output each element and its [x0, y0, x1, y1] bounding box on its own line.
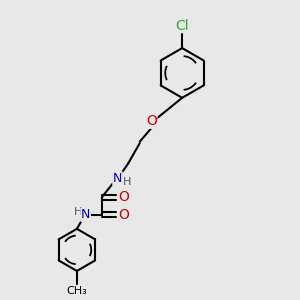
Text: H: H: [123, 177, 132, 187]
Text: O: O: [146, 114, 157, 128]
Text: O: O: [118, 208, 129, 222]
Text: H: H: [74, 208, 82, 218]
Text: O: O: [118, 190, 129, 204]
Text: N: N: [113, 172, 122, 185]
Text: CH₃: CH₃: [67, 286, 87, 296]
Text: N: N: [81, 208, 90, 221]
Text: Cl: Cl: [176, 19, 189, 33]
